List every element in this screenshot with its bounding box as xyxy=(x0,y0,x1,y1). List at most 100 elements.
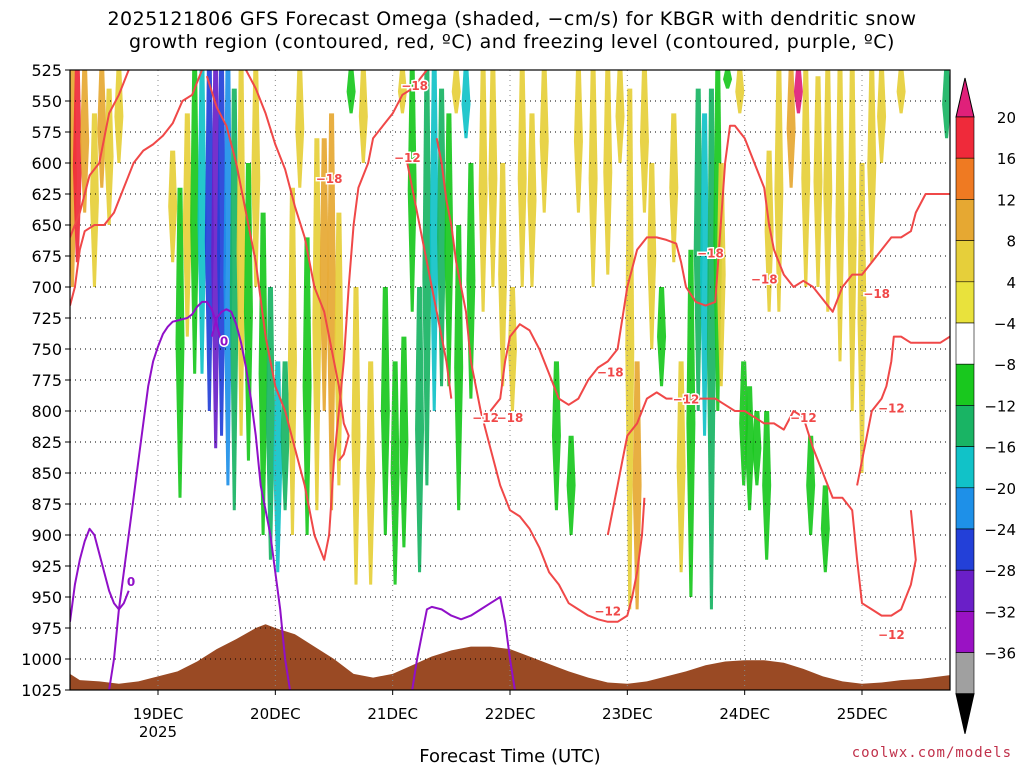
y-tick-label: 650 xyxy=(31,216,62,235)
y-tick-label: 525 xyxy=(31,61,62,80)
omega-band xyxy=(669,113,679,263)
omega-band xyxy=(397,70,407,114)
omega-band xyxy=(517,70,527,287)
omega-band xyxy=(229,88,239,511)
x-tick-label: 19DEC xyxy=(133,705,184,723)
colorbar-segment xyxy=(955,240,975,283)
omega-band xyxy=(735,70,745,114)
colorbar-label: −36 xyxy=(984,645,1016,663)
x-tick-sublabel: 2025 xyxy=(139,723,177,741)
chart-title-line-2: growth region (contoured, red, ºC) and f… xyxy=(129,31,895,53)
contour-label: −18 xyxy=(697,246,724,260)
contour-label: −18 xyxy=(597,365,624,379)
omega-band xyxy=(319,138,329,411)
omega-band xyxy=(211,70,221,449)
omega-band xyxy=(223,70,233,486)
dgz-contour xyxy=(856,335,950,486)
omega-band xyxy=(204,70,214,411)
contour-label: −18 xyxy=(316,172,343,186)
colorbar-label: 12 xyxy=(997,191,1016,209)
omega-band xyxy=(539,70,549,213)
omega-band xyxy=(197,70,207,374)
x-tick-label: 24DEC xyxy=(719,705,770,723)
colorbar-label: 4 xyxy=(1006,274,1016,292)
colorbar-segment xyxy=(955,405,975,447)
y-tick-label: 725 xyxy=(31,309,62,328)
omega-band xyxy=(639,70,649,213)
y-tick-label: 550 xyxy=(31,92,62,111)
omega-band xyxy=(415,287,425,573)
colorbar-segment xyxy=(955,446,975,489)
contour-label: −12 xyxy=(472,411,499,425)
omega-band xyxy=(867,70,877,263)
omega-band xyxy=(358,70,368,163)
omega-band xyxy=(312,138,322,511)
omega-band xyxy=(114,70,124,163)
omega-band xyxy=(444,113,454,387)
freezing-level-contour xyxy=(210,308,291,690)
omega-band xyxy=(236,70,246,436)
x-tick-label: 23DEC xyxy=(602,705,653,723)
omega-band xyxy=(700,113,710,436)
omega-band xyxy=(716,163,726,387)
omega-band xyxy=(527,113,537,288)
omega-band xyxy=(454,225,464,511)
omega-band xyxy=(461,70,471,139)
omega-band xyxy=(437,88,447,387)
omega-band xyxy=(498,163,508,387)
credit-text: coolwx.com/models xyxy=(851,745,1012,761)
omega-band xyxy=(488,70,498,287)
omega-band xyxy=(265,287,275,560)
contour-label: −12 xyxy=(878,628,905,642)
omega-band xyxy=(615,70,625,163)
omega-band xyxy=(745,386,755,511)
omega-band xyxy=(451,70,461,114)
contour-label: −18 xyxy=(401,79,428,93)
omega-band xyxy=(351,287,361,585)
colorbar-segment xyxy=(955,652,975,695)
contour-label: −18 xyxy=(751,272,778,286)
y-tick-label: 850 xyxy=(31,464,62,483)
colorbar-segment xyxy=(955,116,975,159)
omega-band xyxy=(774,70,784,312)
y-tick-label: 900 xyxy=(31,526,62,545)
omega-band xyxy=(280,361,290,511)
omega-band xyxy=(334,212,344,486)
y-tick-label: 950 xyxy=(31,588,62,607)
contour-label: −12 xyxy=(790,411,817,425)
omega-band xyxy=(813,76,823,287)
contour-label: −12 xyxy=(673,393,700,407)
colorbar-segment xyxy=(955,487,975,530)
omega-band xyxy=(647,163,657,349)
colorbar-segment xyxy=(955,281,975,324)
omega-band xyxy=(657,287,667,387)
omega-band xyxy=(287,187,297,536)
omega-band xyxy=(302,237,312,535)
y-tick-label: 750 xyxy=(31,340,62,359)
y-axis: 525 550 575 600 625 650 675 700 725 750 775 800 825 8… xyxy=(21,61,70,700)
x-tick-label: 20DEC xyxy=(250,705,301,723)
colorbar-segment xyxy=(955,528,975,571)
omega-band xyxy=(820,485,830,573)
omega-band xyxy=(847,70,857,411)
omega-band xyxy=(422,70,432,486)
omega-band xyxy=(190,70,200,374)
dgz-contour xyxy=(406,162,453,399)
y-tick-label: 875 xyxy=(31,495,62,514)
x-tick-label: 22DEC xyxy=(485,705,536,723)
omega-band xyxy=(97,70,107,188)
colorbar-label: −8 xyxy=(994,356,1016,374)
omega-band xyxy=(478,70,488,312)
omega-band xyxy=(603,70,613,275)
contour-label: −18 xyxy=(497,411,524,425)
freezing-level-contour xyxy=(411,596,516,690)
freezing-level-contour xyxy=(108,300,223,690)
omega-band xyxy=(762,411,772,560)
omega-band xyxy=(823,70,833,312)
y-tick-label: 625 xyxy=(31,185,62,204)
freezing-level-contour xyxy=(70,527,130,622)
y-tick-label: 775 xyxy=(31,371,62,390)
colorbar-label: −4 xyxy=(994,315,1016,333)
